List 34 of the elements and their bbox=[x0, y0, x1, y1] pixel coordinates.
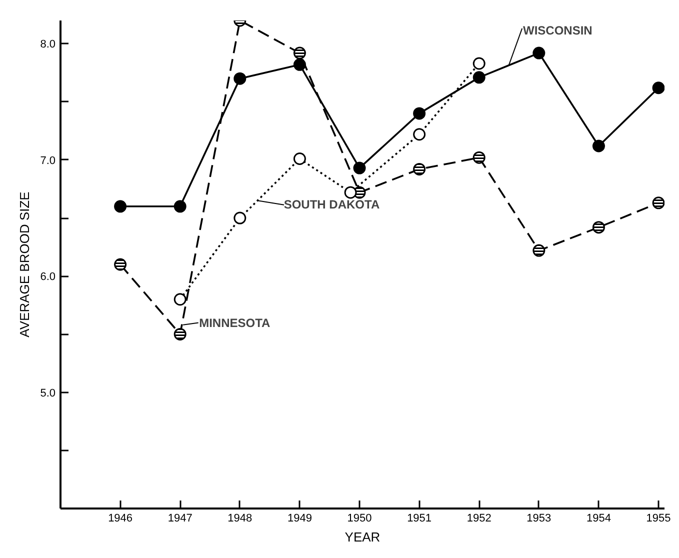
point bbox=[413, 128, 426, 141]
y-tick-label: 8.0 bbox=[40, 38, 56, 51]
x-tick-label: 1947 bbox=[168, 512, 192, 524]
x-tick-label: 1951 bbox=[407, 512, 432, 524]
x-tick-label: 1950 bbox=[347, 512, 372, 524]
point bbox=[652, 82, 664, 94]
point bbox=[344, 186, 357, 199]
point bbox=[114, 200, 127, 213]
point bbox=[234, 72, 246, 85]
x-tick-label: 1948 bbox=[228, 512, 252, 524]
point bbox=[413, 107, 426, 120]
point bbox=[472, 71, 486, 84]
x-axis-title: YEAR bbox=[344, 530, 380, 544]
annotation: MINNESOTA bbox=[199, 316, 271, 330]
point bbox=[532, 46, 546, 60]
x-tick-label: 1953 bbox=[526, 512, 552, 524]
point bbox=[174, 293, 186, 306]
annotation: WISCONSIN bbox=[523, 24, 592, 38]
y-tick-label: 5.0 bbox=[40, 387, 56, 400]
x-tick-label: 1954 bbox=[586, 512, 611, 524]
annotation: SOUTH DAKOTA bbox=[284, 198, 380, 212]
y-tick-label: 7.0 bbox=[40, 154, 56, 167]
x-tick-label: 1952 bbox=[466, 512, 492, 524]
x-tick-label: 1955 bbox=[646, 512, 671, 524]
point bbox=[293, 152, 306, 166]
point bbox=[234, 212, 246, 224]
point bbox=[592, 140, 605, 152]
x-tick-label: 1949 bbox=[287, 512, 312, 524]
y-axis-title: AVERAGE BROOD SIZE bbox=[17, 191, 32, 338]
y-tick-label: 6.0 bbox=[40, 271, 56, 284]
point bbox=[353, 162, 366, 174]
point bbox=[472, 57, 486, 70]
x-tick-label: 1946 bbox=[108, 512, 133, 524]
point bbox=[174, 200, 186, 213]
